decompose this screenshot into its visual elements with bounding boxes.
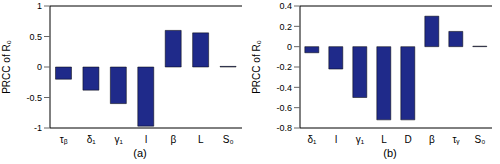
svg-text:β: β bbox=[429, 134, 435, 145]
svg-text:δ₁: δ₁ bbox=[87, 134, 97, 145]
svg-text:-0.5: -0.5 bbox=[26, 93, 42, 103]
svg-text:0: 0 bbox=[37, 62, 42, 72]
svg-text:L: L bbox=[381, 134, 387, 145]
html-text:(b): (b) bbox=[383, 147, 397, 159]
svg-text:-0.4: -0.4 bbox=[276, 83, 292, 93]
svg-text:S₀: S₀ bbox=[223, 134, 234, 145]
svg-text:D: D bbox=[404, 134, 411, 145]
svg-text:β: β bbox=[171, 134, 177, 145]
svg-text:γ₁: γ₁ bbox=[356, 134, 365, 145]
svg-text:δ₁: δ₁ bbox=[308, 134, 318, 145]
svg-text:S₀: S₀ bbox=[475, 134, 486, 145]
svg-text:1: 1 bbox=[37, 1, 42, 11]
svg-text:γ₁: γ₁ bbox=[114, 134, 123, 145]
svg-text:0: 0 bbox=[287, 42, 292, 52]
svg-text:-0.2: -0.2 bbox=[276, 62, 292, 72]
svg-text:-0.6: -0.6 bbox=[276, 103, 292, 113]
svg-text:PRCC of R₀: PRCC of R₀ bbox=[8, 40, 12, 94]
svg-text:0.5: 0.5 bbox=[29, 32, 42, 42]
html-text:(a): (a) bbox=[133, 147, 147, 159]
svg-text:l: l bbox=[335, 134, 337, 145]
svg-text:L: L bbox=[198, 134, 204, 145]
svg-text:0.4: 0.4 bbox=[279, 1, 292, 11]
svg-text:-0.8: -0.8 bbox=[276, 123, 292, 133]
svg-text:τᵦ: τᵦ bbox=[60, 134, 68, 145]
svg-text:τᵧ: τᵧ bbox=[452, 134, 460, 145]
svg-text:-1: -1 bbox=[34, 123, 42, 133]
svg-text:l: l bbox=[145, 134, 147, 145]
svg-text:0.2: 0.2 bbox=[279, 22, 292, 32]
svg-text:PRCC of R₀: PRCC of R₀ bbox=[251, 40, 262, 94]
